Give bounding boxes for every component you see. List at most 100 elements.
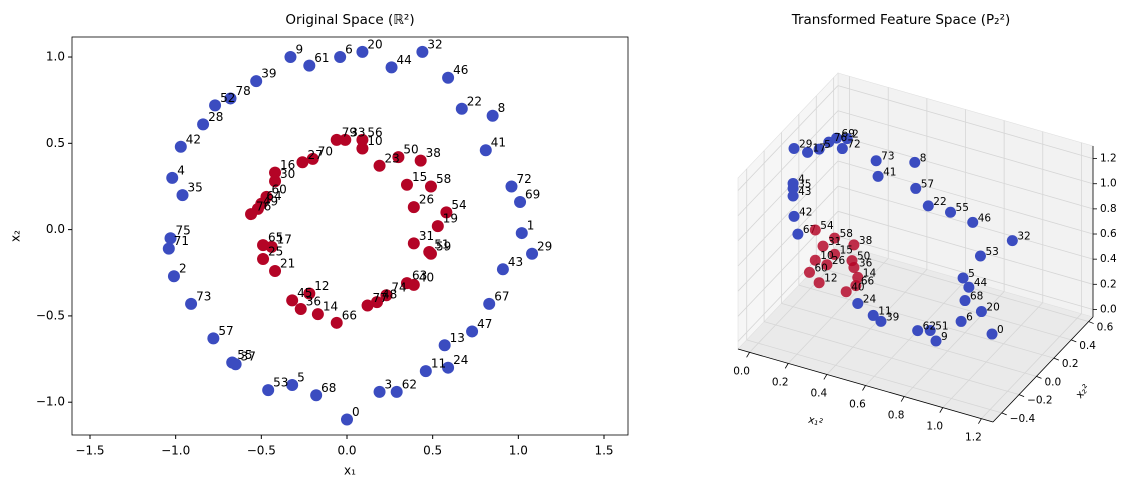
point xyxy=(803,266,815,278)
point xyxy=(848,239,860,251)
point xyxy=(483,297,496,310)
point xyxy=(424,180,437,193)
point xyxy=(303,287,316,300)
point xyxy=(787,190,799,202)
point xyxy=(167,270,180,283)
point-label: 66 xyxy=(342,308,357,322)
point xyxy=(829,232,841,244)
point-label: 3 xyxy=(385,377,393,391)
point-label: 6 xyxy=(966,311,973,323)
x-tick xyxy=(900,396,905,402)
point xyxy=(526,247,539,260)
x-tick-label: 1.2 xyxy=(965,432,982,444)
point-label: 2 xyxy=(852,129,859,141)
point xyxy=(496,263,509,276)
point xyxy=(909,156,921,168)
point-label: 31 xyxy=(419,229,434,243)
point-label: 44 xyxy=(974,277,988,289)
point-label: 62 xyxy=(923,321,936,333)
point xyxy=(930,335,942,347)
point xyxy=(373,159,386,172)
y-tick xyxy=(1036,375,1042,379)
point-label: 46 xyxy=(978,212,992,224)
point xyxy=(407,201,420,214)
point xyxy=(269,175,282,188)
point-label: 45 xyxy=(297,286,312,300)
grid-line xyxy=(737,160,839,267)
point-label: 24 xyxy=(453,353,468,367)
point xyxy=(875,315,887,327)
point-label: 68 xyxy=(970,291,983,303)
x-tick-label: −1.5 xyxy=(75,444,104,458)
point xyxy=(836,143,848,155)
y-tick-label: 0.5 xyxy=(46,136,65,150)
point xyxy=(311,308,324,321)
point-label: 55 xyxy=(237,348,252,362)
x-axis-label: x₁² xyxy=(807,414,824,430)
point-label: 17 xyxy=(813,142,826,154)
point xyxy=(809,254,821,266)
grid-line xyxy=(833,248,1089,322)
point xyxy=(419,365,432,378)
point-label: 10 xyxy=(367,134,382,148)
point-label: 78 xyxy=(235,84,250,98)
point-label: 16 xyxy=(280,158,295,172)
point-label: 35 xyxy=(798,178,811,190)
point-label: 13 xyxy=(450,331,465,345)
point xyxy=(424,247,437,260)
point xyxy=(515,227,528,240)
point-label: 39 xyxy=(261,67,276,81)
point xyxy=(229,358,242,371)
x-tick-label: 1.5 xyxy=(594,444,613,458)
point-label: 38 xyxy=(426,146,441,160)
point xyxy=(385,61,398,74)
point-label: 69 xyxy=(842,128,855,140)
point-label: 37 xyxy=(241,350,256,364)
z-tick-label: 0.6 xyxy=(1100,228,1117,240)
point-label: 24 xyxy=(863,293,877,305)
x-tick-label: 0.8 xyxy=(888,410,905,422)
z-tick-label: 1.2 xyxy=(1100,153,1117,165)
point xyxy=(910,182,922,194)
point-label: 74 xyxy=(391,281,406,295)
point xyxy=(224,92,237,105)
point xyxy=(306,152,319,165)
y-tick-label: −0.2 xyxy=(1027,395,1053,407)
y-tick-label: −0.5 xyxy=(36,308,65,322)
point xyxy=(841,133,853,145)
point-label: 72 xyxy=(516,172,531,186)
point-label: 71 xyxy=(174,234,189,248)
point xyxy=(303,59,316,72)
point xyxy=(514,195,527,208)
point xyxy=(257,252,270,265)
point xyxy=(802,146,814,158)
point xyxy=(967,216,979,228)
point xyxy=(174,140,187,153)
point-label: 58 xyxy=(436,172,451,186)
point-label: 44 xyxy=(397,53,412,67)
point xyxy=(373,385,386,398)
point xyxy=(792,228,804,240)
point-label: 79 xyxy=(342,125,357,139)
point-label: 38 xyxy=(859,235,872,247)
point xyxy=(166,171,179,184)
point xyxy=(1006,235,1018,247)
point-label: 59 xyxy=(436,239,451,253)
point xyxy=(440,206,453,219)
point-label: 4 xyxy=(177,163,185,177)
chart-title: Transformed Feature Space (P₂²) xyxy=(791,12,1011,28)
point-label: 36 xyxy=(859,258,873,270)
x-tick-label: −0.5 xyxy=(247,444,276,458)
point xyxy=(821,259,833,271)
point-label: 40 xyxy=(851,282,864,294)
point-label: 50 xyxy=(857,251,870,263)
point-label: 26 xyxy=(419,193,434,207)
grid-line xyxy=(737,85,839,191)
point xyxy=(924,324,936,336)
point xyxy=(197,118,210,131)
axis-line xyxy=(737,348,994,423)
point-label: 60 xyxy=(814,262,827,274)
point xyxy=(831,132,843,144)
z-tick-label: 0.2 xyxy=(1100,278,1117,290)
y-tick-label: 0.4 xyxy=(1079,340,1096,352)
